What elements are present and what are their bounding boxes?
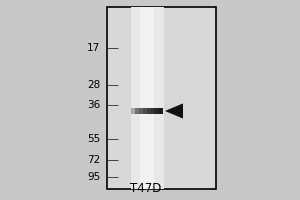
Text: 95: 95 (87, 172, 101, 182)
Text: 72: 72 (87, 155, 101, 165)
Bar (106, 7, 216, 189)
Text: 36: 36 (87, 100, 101, 110)
Bar (155, 108, 159, 114)
Bar (159, 108, 163, 114)
Polygon shape (165, 103, 183, 119)
Bar (139, 108, 143, 114)
Text: 17: 17 (87, 43, 101, 53)
Bar (135, 108, 139, 114)
Bar (140, 7, 154, 189)
Text: 55: 55 (87, 134, 101, 144)
Bar (131, 108, 135, 114)
Bar (147, 108, 151, 114)
Text: 28: 28 (87, 80, 101, 90)
Bar (143, 108, 147, 114)
Bar (151, 108, 155, 114)
Bar (130, 7, 164, 189)
Text: T47D: T47D (130, 182, 161, 195)
